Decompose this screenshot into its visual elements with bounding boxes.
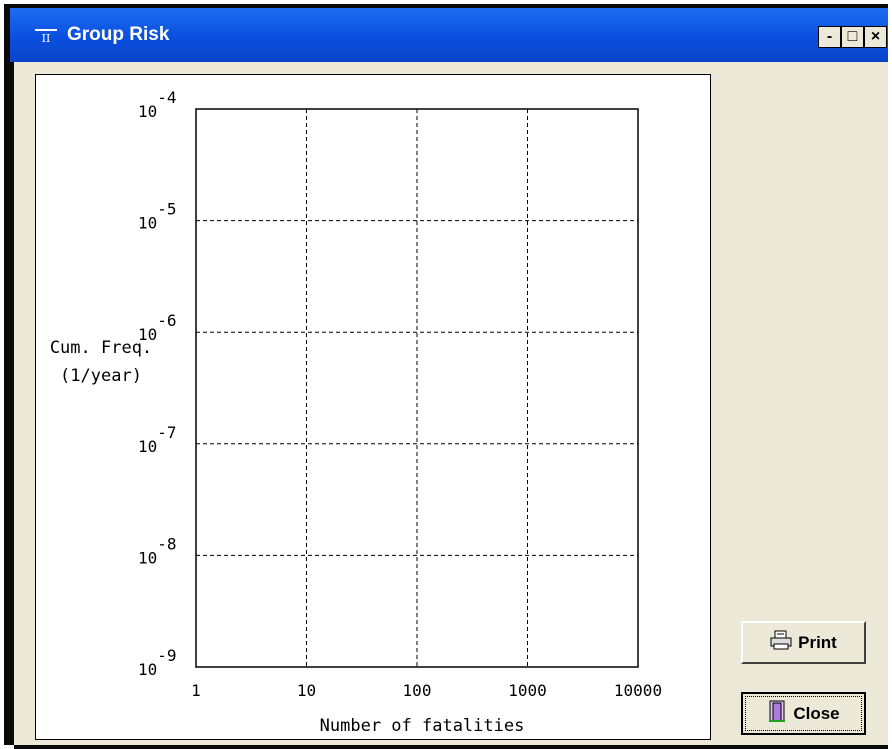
title-bar[interactable]: II Group Risk - □ × [10, 8, 888, 62]
plot-frame [195, 108, 639, 668]
y-tick-label: 10-7 [138, 423, 177, 456]
print-button-label: Print [798, 632, 837, 652]
minimize-button[interactable]: - [818, 26, 841, 48]
close-window-button[interactable]: × [864, 26, 887, 48]
exit-door-icon [767, 699, 787, 728]
y-axis-label-line2: (1/year) [60, 366, 142, 386]
close-button-label: Close [793, 703, 840, 723]
close-button[interactable]: Close [741, 692, 866, 735]
x-tick-label: 100 [403, 681, 432, 700]
printer-icon [770, 630, 792, 655]
x-tick-label: 1 [191, 681, 201, 700]
y-tick-label: 10-4 [138, 88, 177, 121]
app-icon-label: II [41, 32, 51, 45]
fn-curve-chart: 1 10 100 1000 1000010-910-810-710-610-510-4 … [50, 88, 662, 736]
y-axis-label-line1: Cum. Freq. [50, 338, 152, 358]
x-tick-label: 1000 [508, 681, 547, 700]
window-bottom-border [14, 745, 888, 749]
x-axis-label: Number of fatalities [320, 716, 525, 736]
y-tick-label: 10-5 [138, 200, 177, 233]
app-icon: II [30, 29, 62, 47]
x-tick-label: 10 [297, 681, 316, 700]
group-risk-window: II Group Risk - □ × 1 10 100 1000 10000 10-9 1… [4, 4, 888, 749]
y-tick-label: 10-6 [138, 311, 177, 344]
y-tick-label: 10-9 [138, 646, 177, 679]
dialog-client-area: 1 10 100 1000 10000 10-9 10-8 10-7 10-6 10-5 10-4 … [14, 62, 888, 745]
y-tick-label: 10-8 [138, 534, 177, 567]
chart-panel: 1 10 100 1000 10000 10-9 10-8 10-7 10-6 10-5 10-4 … [35, 74, 711, 740]
maximize-button[interactable]: □ [841, 26, 864, 48]
window-title: Group Risk [67, 24, 170, 45]
x-tick-label: 10000 [614, 681, 662, 700]
print-button[interactable]: Print [741, 621, 866, 664]
